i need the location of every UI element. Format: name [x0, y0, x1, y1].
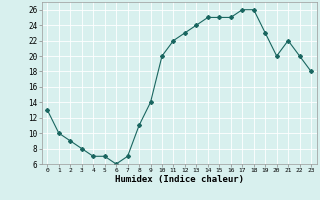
X-axis label: Humidex (Indice chaleur): Humidex (Indice chaleur) — [115, 175, 244, 184]
